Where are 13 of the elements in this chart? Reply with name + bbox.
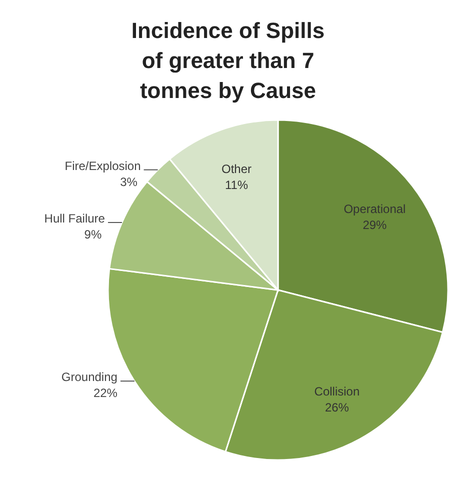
slice-label: Grounding bbox=[61, 370, 118, 384]
slice-label: Fire/Explosion bbox=[64, 158, 141, 173]
data-label: 9% bbox=[84, 227, 102, 242]
data-label: 11% bbox=[224, 178, 248, 192]
slice-label: Collision bbox=[314, 384, 360, 398]
slice-label: Hull Failure bbox=[44, 211, 106, 226]
slice-label: Operational bbox=[344, 202, 406, 216]
chart-title: Incidence of Spills of greater than 7 tonnes by Cause bbox=[130, 17, 326, 103]
data-label: 3% bbox=[120, 174, 138, 189]
data-label: 29% bbox=[362, 218, 388, 232]
data-label: 26% bbox=[324, 400, 350, 414]
slice-label: Other bbox=[222, 162, 252, 176]
data-label: 22% bbox=[93, 386, 118, 400]
